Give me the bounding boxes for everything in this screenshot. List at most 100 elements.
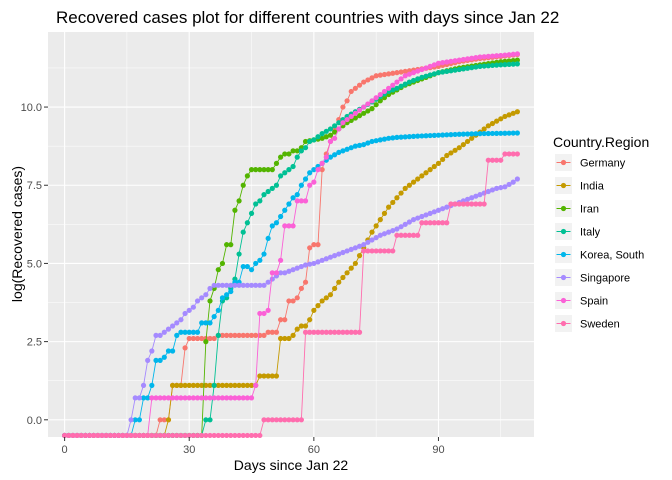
point-sweden: [99, 432, 105, 439]
point-india: [207, 382, 213, 388]
point-iran: [278, 154, 284, 160]
point-sweden: [145, 432, 151, 439]
point-singapore: [327, 254, 334, 260]
point-india: [410, 179, 417, 185]
point-spain: [244, 395, 250, 401]
point-spain: [452, 58, 458, 64]
point-singapore: [427, 210, 433, 216]
point-italy: [327, 126, 334, 132]
point-india: [456, 145, 462, 151]
point-germany: [232, 332, 238, 338]
point-india: [273, 373, 280, 379]
point-korea-south: [211, 313, 217, 320]
point-iran: [373, 102, 379, 108]
point-germany: [315, 242, 321, 248]
point-spain: [170, 395, 176, 401]
point-spain: [402, 73, 408, 79]
point-spain: [182, 395, 188, 401]
point-india: [178, 382, 184, 388]
point-india: [460, 141, 466, 148]
point-spain: [510, 51, 516, 57]
point-germany: [298, 285, 304, 292]
point-germany: [290, 298, 296, 304]
point-germany: [224, 332, 230, 338]
point-korea-south: [406, 134, 412, 140]
point-sweden: [323, 329, 329, 335]
point-singapore: [340, 249, 346, 256]
point-iran: [361, 110, 367, 116]
point-korea-south: [494, 130, 500, 136]
series-layer: [62, 51, 520, 439]
point-korea-south: [265, 235, 271, 242]
point-spain: [219, 395, 226, 401]
point-korea-south: [498, 130, 504, 136]
point-korea-south: [485, 130, 491, 137]
point-sweden: [170, 432, 176, 439]
point-singapore: [178, 317, 184, 323]
point-korea-south: [132, 417, 138, 423]
legend-item-korea-south: Korea, South: [555, 246, 644, 263]
point-singapore: [232, 282, 238, 288]
point-spain: [199, 395, 205, 401]
y-tick-label: 2.5: [27, 337, 42, 349]
point-singapore: [211, 282, 217, 288]
point-singapore: [489, 187, 496, 193]
point-korea-south: [253, 260, 259, 267]
point-singapore: [469, 195, 475, 201]
legend: Country.Region Germany India Iran Italy Kore…: [553, 134, 649, 332]
point-sweden: [219, 432, 226, 439]
point-iran: [327, 132, 334, 138]
point-sweden: [398, 232, 404, 238]
point-singapore: [373, 235, 379, 241]
point-sweden: [311, 329, 317, 335]
point-korea-south: [365, 140, 371, 146]
point-singapore: [506, 181, 512, 188]
point-korea-south: [273, 220, 280, 226]
point-italy: [319, 131, 325, 137]
point-sweden: [460, 201, 466, 207]
point-india: [440, 156, 446, 163]
point-spain: [464, 56, 471, 62]
point-korea-south: [332, 152, 338, 158]
point-india: [265, 373, 271, 379]
y-tick-label: 10.0: [21, 102, 42, 114]
point-germany: [161, 417, 167, 423]
point-sweden: [182, 432, 188, 439]
point-sweden: [365, 248, 371, 254]
point-spain: [460, 56, 466, 63]
point-spain: [174, 395, 180, 401]
point-spain: [286, 223, 292, 229]
point-italy: [323, 128, 329, 134]
legend-label: Germany: [580, 158, 626, 170]
point-italy: [473, 64, 479, 70]
point-sweden: [232, 432, 238, 439]
point-italy: [248, 210, 255, 216]
point-italy: [456, 66, 462, 73]
point-india: [406, 182, 412, 188]
point-singapore: [302, 262, 309, 268]
point-sweden: [157, 432, 163, 439]
point-sweden: [415, 232, 421, 238]
point-singapore: [410, 217, 417, 223]
point-india: [327, 292, 334, 298]
point-italy: [415, 76, 421, 82]
point-germany: [377, 72, 383, 78]
point-sweden: [74, 432, 80, 439]
point-sweden: [473, 201, 479, 207]
y-tick-label: 5.0: [27, 258, 42, 270]
point-germany: [236, 332, 242, 338]
point-spain: [365, 101, 371, 107]
point-india: [419, 173, 425, 179]
point-korea-south: [402, 134, 408, 140]
point-iran: [228, 242, 234, 248]
point-sweden: [136, 432, 142, 439]
point-italy: [336, 120, 342, 126]
point-korea-south: [145, 395, 151, 401]
point-spain: [361, 104, 367, 110]
point-korea-south: [506, 130, 512, 136]
series-korea-south: [62, 130, 520, 439]
point-italy: [498, 62, 504, 68]
point-korea-south: [140, 395, 147, 401]
point-singapore: [228, 282, 234, 288]
point-sweden: [248, 432, 255, 439]
